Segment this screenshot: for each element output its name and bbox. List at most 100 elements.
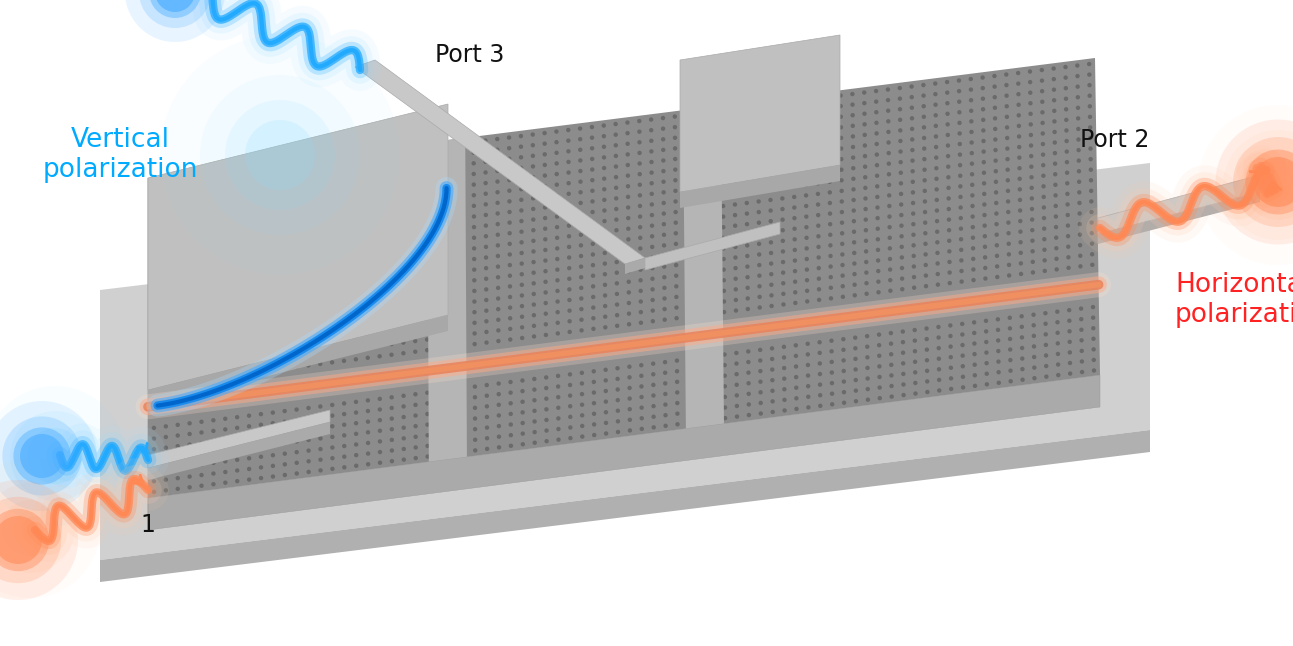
Circle shape — [1234, 137, 1293, 227]
Circle shape — [247, 435, 251, 439]
Circle shape — [497, 318, 500, 322]
Circle shape — [945, 132, 950, 137]
Circle shape — [782, 366, 786, 370]
Circle shape — [295, 450, 299, 454]
Circle shape — [199, 206, 203, 211]
Circle shape — [389, 203, 393, 208]
Circle shape — [901, 329, 905, 334]
Circle shape — [983, 202, 987, 207]
Circle shape — [1065, 224, 1071, 228]
Circle shape — [543, 247, 547, 252]
Circle shape — [592, 390, 596, 395]
Circle shape — [211, 226, 216, 231]
Circle shape — [793, 194, 796, 199]
Circle shape — [282, 409, 287, 413]
Circle shape — [996, 349, 1001, 353]
Circle shape — [555, 140, 559, 145]
Circle shape — [663, 371, 667, 375]
Circle shape — [959, 269, 963, 273]
Circle shape — [1042, 216, 1046, 220]
Circle shape — [663, 391, 667, 396]
Circle shape — [508, 412, 513, 416]
Circle shape — [1006, 231, 1011, 235]
Circle shape — [615, 324, 619, 328]
Circle shape — [259, 273, 262, 278]
Circle shape — [521, 421, 525, 425]
Circle shape — [958, 184, 962, 189]
Circle shape — [771, 389, 775, 393]
Circle shape — [187, 368, 191, 372]
Circle shape — [149, 0, 200, 18]
Circle shape — [484, 171, 487, 174]
Circle shape — [1068, 371, 1072, 376]
Circle shape — [1087, 94, 1091, 98]
Circle shape — [721, 267, 725, 272]
Circle shape — [389, 172, 393, 176]
Circle shape — [1056, 352, 1060, 356]
Circle shape — [247, 233, 251, 236]
Circle shape — [543, 237, 547, 242]
Circle shape — [733, 224, 737, 228]
Circle shape — [330, 297, 334, 300]
Circle shape — [1087, 62, 1091, 67]
Circle shape — [566, 192, 572, 196]
Circle shape — [946, 228, 952, 233]
Circle shape — [412, 147, 416, 152]
Circle shape — [603, 283, 608, 287]
Circle shape — [780, 196, 785, 201]
Circle shape — [756, 231, 762, 236]
Circle shape — [958, 194, 963, 199]
Circle shape — [826, 95, 831, 99]
Circle shape — [888, 342, 893, 346]
Circle shape — [389, 236, 393, 240]
Circle shape — [865, 377, 870, 380]
Circle shape — [306, 342, 310, 346]
Circle shape — [543, 216, 547, 220]
Circle shape — [187, 421, 191, 426]
Circle shape — [650, 224, 654, 228]
Circle shape — [652, 382, 656, 387]
Circle shape — [816, 192, 820, 196]
Circle shape — [1067, 318, 1072, 323]
Circle shape — [378, 311, 381, 316]
Circle shape — [164, 307, 168, 311]
Circle shape — [1028, 122, 1033, 127]
Circle shape — [533, 430, 537, 434]
Circle shape — [520, 219, 524, 224]
Circle shape — [354, 400, 358, 404]
Circle shape — [935, 261, 940, 266]
Circle shape — [211, 354, 216, 359]
Circle shape — [816, 245, 821, 249]
Circle shape — [639, 384, 644, 389]
Circle shape — [901, 382, 905, 387]
Circle shape — [626, 237, 631, 242]
Circle shape — [389, 193, 393, 197]
Circle shape — [164, 456, 168, 461]
Circle shape — [971, 267, 976, 272]
Circle shape — [378, 439, 383, 444]
Circle shape — [639, 299, 643, 304]
Circle shape — [424, 306, 429, 310]
Circle shape — [568, 383, 573, 387]
Circle shape — [806, 384, 811, 388]
Circle shape — [968, 98, 974, 103]
Circle shape — [556, 320, 560, 325]
Circle shape — [1067, 255, 1071, 260]
Circle shape — [901, 351, 905, 355]
Circle shape — [378, 269, 381, 273]
Circle shape — [840, 252, 844, 256]
Circle shape — [888, 289, 892, 293]
Circle shape — [1054, 193, 1058, 198]
Circle shape — [1020, 325, 1024, 329]
Circle shape — [579, 381, 584, 386]
Circle shape — [1009, 358, 1012, 362]
Circle shape — [187, 261, 191, 266]
Circle shape — [222, 214, 228, 218]
Circle shape — [13, 428, 71, 484]
Circle shape — [0, 480, 78, 600]
Circle shape — [590, 136, 595, 140]
Circle shape — [828, 180, 831, 184]
Circle shape — [781, 218, 785, 222]
Circle shape — [318, 245, 322, 249]
Circle shape — [935, 209, 939, 213]
